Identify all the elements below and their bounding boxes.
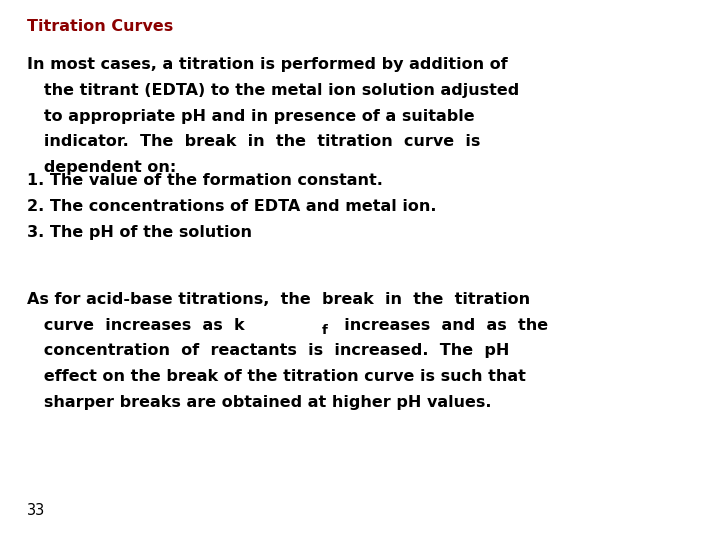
Text: As for acid-base titrations,  the  break  in  the  titration: As for acid-base titrations, the break i… — [27, 292, 531, 307]
Text: effect on the break of the titration curve is such that: effect on the break of the titration cur… — [27, 369, 526, 384]
Text: In most cases, a titration is performed by addition of: In most cases, a titration is performed … — [27, 57, 508, 72]
Text: 3. The pH of the solution: 3. The pH of the solution — [27, 225, 253, 240]
Text: sharper breaks are obtained at higher pH values.: sharper breaks are obtained at higher pH… — [27, 395, 492, 410]
Text: to appropriate pH and in presence of a suitable: to appropriate pH and in presence of a s… — [27, 109, 475, 124]
Text: 2. The concentrations of EDTA and metal ion.: 2. The concentrations of EDTA and metal … — [27, 199, 437, 214]
Text: curve  increases  as  k: curve increases as k — [27, 318, 245, 333]
Text: Titration Curves: Titration Curves — [27, 19, 174, 34]
Text: increases  and  as  the: increases and as the — [333, 318, 548, 333]
Text: f: f — [322, 324, 328, 337]
Text: 1. The value of the formation constant.: 1. The value of the formation constant. — [27, 173, 383, 188]
Text: dependent on:: dependent on: — [27, 160, 176, 176]
Text: indicator.  The  break  in  the  titration  curve  is: indicator. The break in the titration cu… — [27, 134, 481, 150]
Text: the titrant (EDTA) to the metal ion solution adjusted: the titrant (EDTA) to the metal ion solu… — [27, 83, 520, 98]
Text: concentration  of  reactants  is  increased.  The  pH: concentration of reactants is increased.… — [27, 343, 510, 359]
Text: 33: 33 — [27, 503, 45, 518]
